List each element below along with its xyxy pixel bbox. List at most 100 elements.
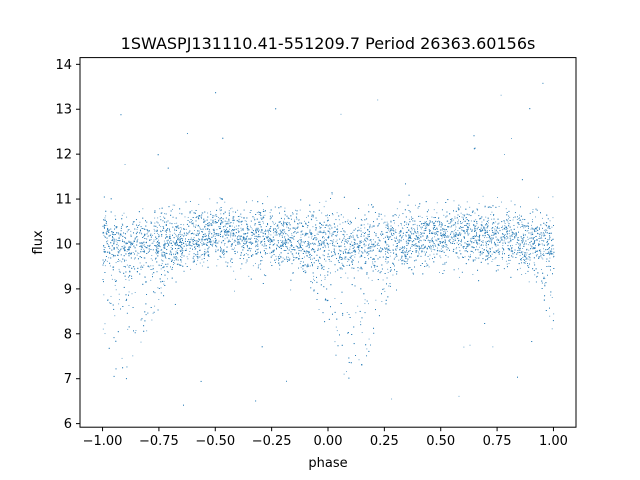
data-point	[400, 251, 402, 253]
data-point	[323, 286, 325, 288]
data-point	[455, 226, 457, 228]
data-point	[398, 259, 400, 261]
data-point	[438, 225, 440, 227]
data-point	[298, 219, 300, 221]
data-point	[322, 254, 324, 256]
data-point	[241, 239, 243, 241]
data-point	[377, 271, 379, 272]
data-point	[464, 233, 466, 235]
data-point	[452, 241, 454, 243]
data-point	[239, 242, 241, 244]
data-point	[293, 249, 295, 250]
data-point	[542, 254, 543, 256]
data-point	[432, 248, 434, 250]
data-point	[475, 239, 477, 241]
data-point	[456, 242, 458, 244]
data-point	[387, 237, 388, 238]
data-point	[143, 235, 144, 237]
data-point	[219, 208, 221, 210]
data-point	[330, 225, 332, 227]
data-point	[350, 222, 352, 224]
data-point	[420, 240, 422, 242]
data-point	[229, 228, 231, 230]
data-point	[298, 242, 299, 244]
data-point	[123, 245, 125, 247]
data-point	[337, 230, 339, 232]
data-point	[509, 216, 511, 218]
data-point	[397, 239, 398, 241]
data-point	[394, 256, 396, 258]
data-point	[317, 247, 319, 249]
data-point	[273, 224, 275, 225]
data-point	[378, 238, 380, 240]
data-point	[320, 231, 322, 233]
data-point	[304, 256, 305, 258]
data-point	[531, 247, 533, 249]
data-point	[201, 217, 202, 219]
data-point	[317, 233, 319, 235]
data-point	[532, 239, 534, 240]
data-point	[525, 254, 527, 256]
data-point	[206, 225, 208, 227]
data-point	[177, 237, 178, 239]
data-point	[304, 220, 305, 222]
data-point	[415, 250, 417, 252]
data-point	[183, 224, 185, 226]
data-point	[534, 231, 536, 233]
data-point	[262, 256, 264, 258]
data-point	[544, 224, 546, 226]
data-point	[536, 255, 537, 257]
data-point	[231, 207, 233, 209]
data-point	[385, 242, 387, 244]
data-point	[126, 231, 128, 233]
data-point	[304, 269, 306, 271]
data-point	[317, 231, 319, 233]
data-point	[438, 218, 440, 219]
data-point	[139, 246, 140, 247]
data-point	[178, 245, 180, 247]
data-point	[231, 244, 233, 246]
data-point	[504, 221, 506, 223]
data-point	[141, 232, 142, 234]
data-point	[318, 241, 320, 243]
data-point	[472, 252, 474, 254]
data-point	[485, 241, 487, 243]
data-point	[386, 244, 388, 246]
data-point	[198, 203, 200, 205]
data-point	[154, 305, 156, 307]
data-point	[232, 211, 234, 213]
data-point	[212, 240, 214, 242]
data-point	[387, 244, 389, 246]
data-point	[311, 249, 313, 251]
data-point	[396, 208, 398, 210]
data-point	[419, 215, 421, 217]
data-point	[191, 220, 193, 222]
data-point	[104, 236, 106, 238]
data-point	[530, 245, 532, 247]
data-point	[405, 256, 407, 258]
data-point	[305, 246, 307, 248]
data-point	[375, 299, 377, 301]
data-point	[268, 240, 270, 242]
data-point	[256, 212, 258, 214]
data-point	[410, 256, 412, 258]
data-point	[436, 247, 438, 249]
data-point	[308, 247, 310, 249]
data-point	[199, 227, 201, 229]
data-point	[150, 258, 152, 260]
data-point	[139, 224, 140, 226]
data-point	[507, 221, 509, 223]
data-point	[491, 228, 493, 230]
data-point	[362, 241, 364, 243]
data-point	[452, 231, 454, 233]
data-point	[117, 248, 119, 250]
data-point	[163, 240, 165, 242]
data-point	[333, 239, 335, 241]
data-point	[364, 299, 366, 301]
data-point	[392, 274, 394, 276]
data-point	[512, 234, 513, 236]
data-point	[245, 262, 247, 264]
data-point	[515, 236, 517, 238]
data-point	[541, 237, 543, 239]
data-point	[232, 217, 234, 219]
